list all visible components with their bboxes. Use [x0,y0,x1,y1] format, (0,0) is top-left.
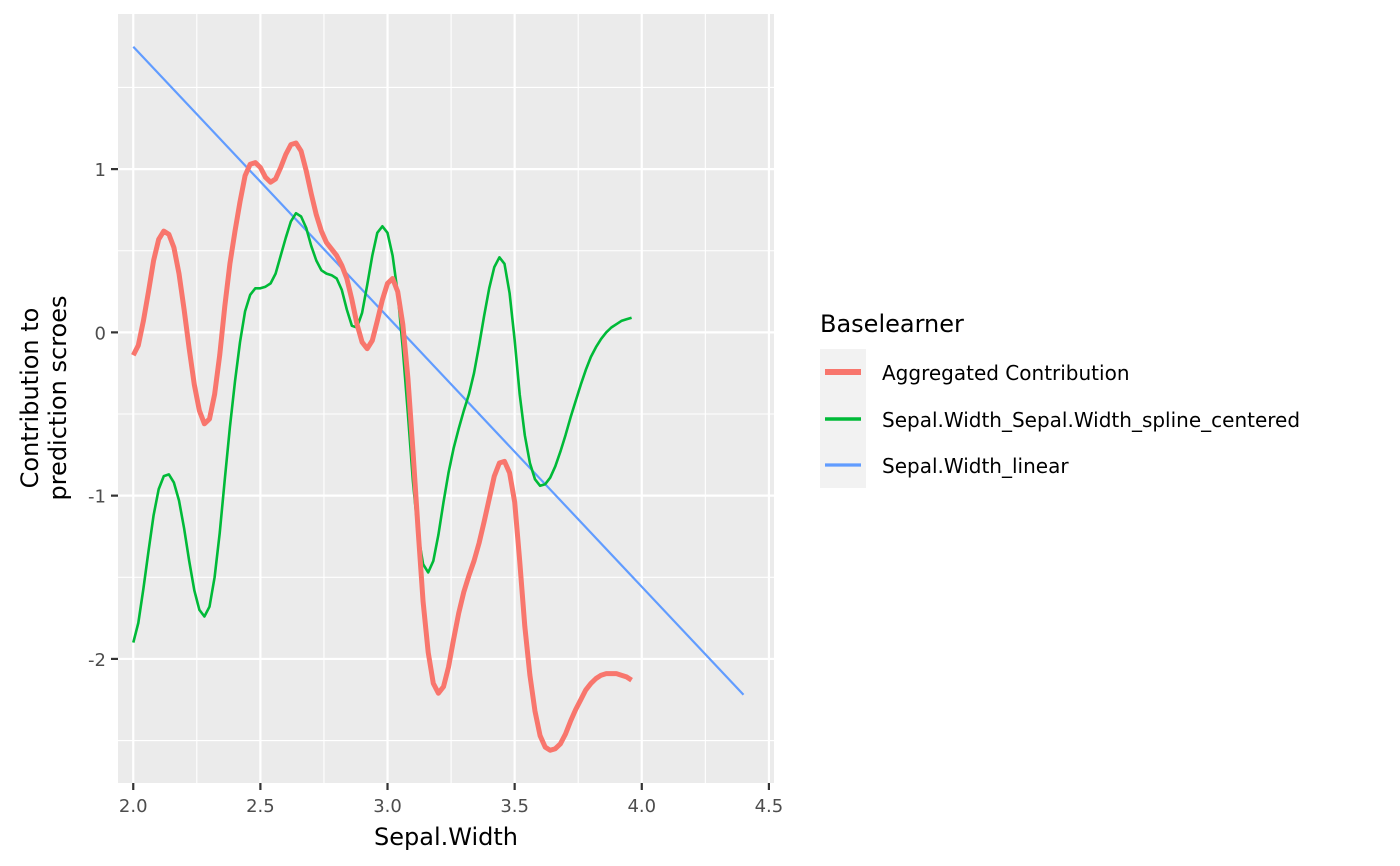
minor-grid [118,14,774,783]
x-tick-label: 3.5 [500,796,529,817]
major-grid [118,14,774,783]
series-layer [131,45,745,753]
legend-items: Aggregated Contribution Sepal.Width_Sepal… [825,361,1300,478]
x-tick-label: 4.0 [627,796,656,817]
y-axis: -2 -1 0 1 [88,160,118,671]
series-line [132,211,632,643]
x-tick-label: 2.5 [246,796,275,817]
y-tick-label: 1 [95,160,106,181]
y-tick-label: -1 [88,487,106,508]
y-tick-label: 0 [95,323,106,344]
legend-label: Aggregated Contribution [882,361,1130,385]
y-axis-title: Contribution to prediction scroes [16,295,72,500]
y-axis-title-line-2: prediction scroes [44,295,72,500]
legend: Baselearner Aggregated Contribution Sepal… [820,310,1300,488]
legend-label: Sepal.Width_linear [882,454,1069,478]
x-axis-title: Sepal.Width [374,823,518,851]
legend-label: Sepal.Width_Sepal.Width_spline_centered [882,408,1300,432]
legend-title: Baselearner [820,310,964,338]
series-line [131,140,633,753]
x-axis: 2.0 2.5 3.0 3.5 4.0 4.5 [119,783,783,817]
x-tick-label: 2.0 [119,796,148,817]
plot-panel [118,14,774,783]
y-axis-title-line-1: Contribution to [16,308,44,489]
x-tick-label: 3.0 [373,796,402,817]
y-tick-label: -2 [88,650,106,671]
x-tick-label: 4.5 [755,796,784,817]
series-line [132,45,745,696]
